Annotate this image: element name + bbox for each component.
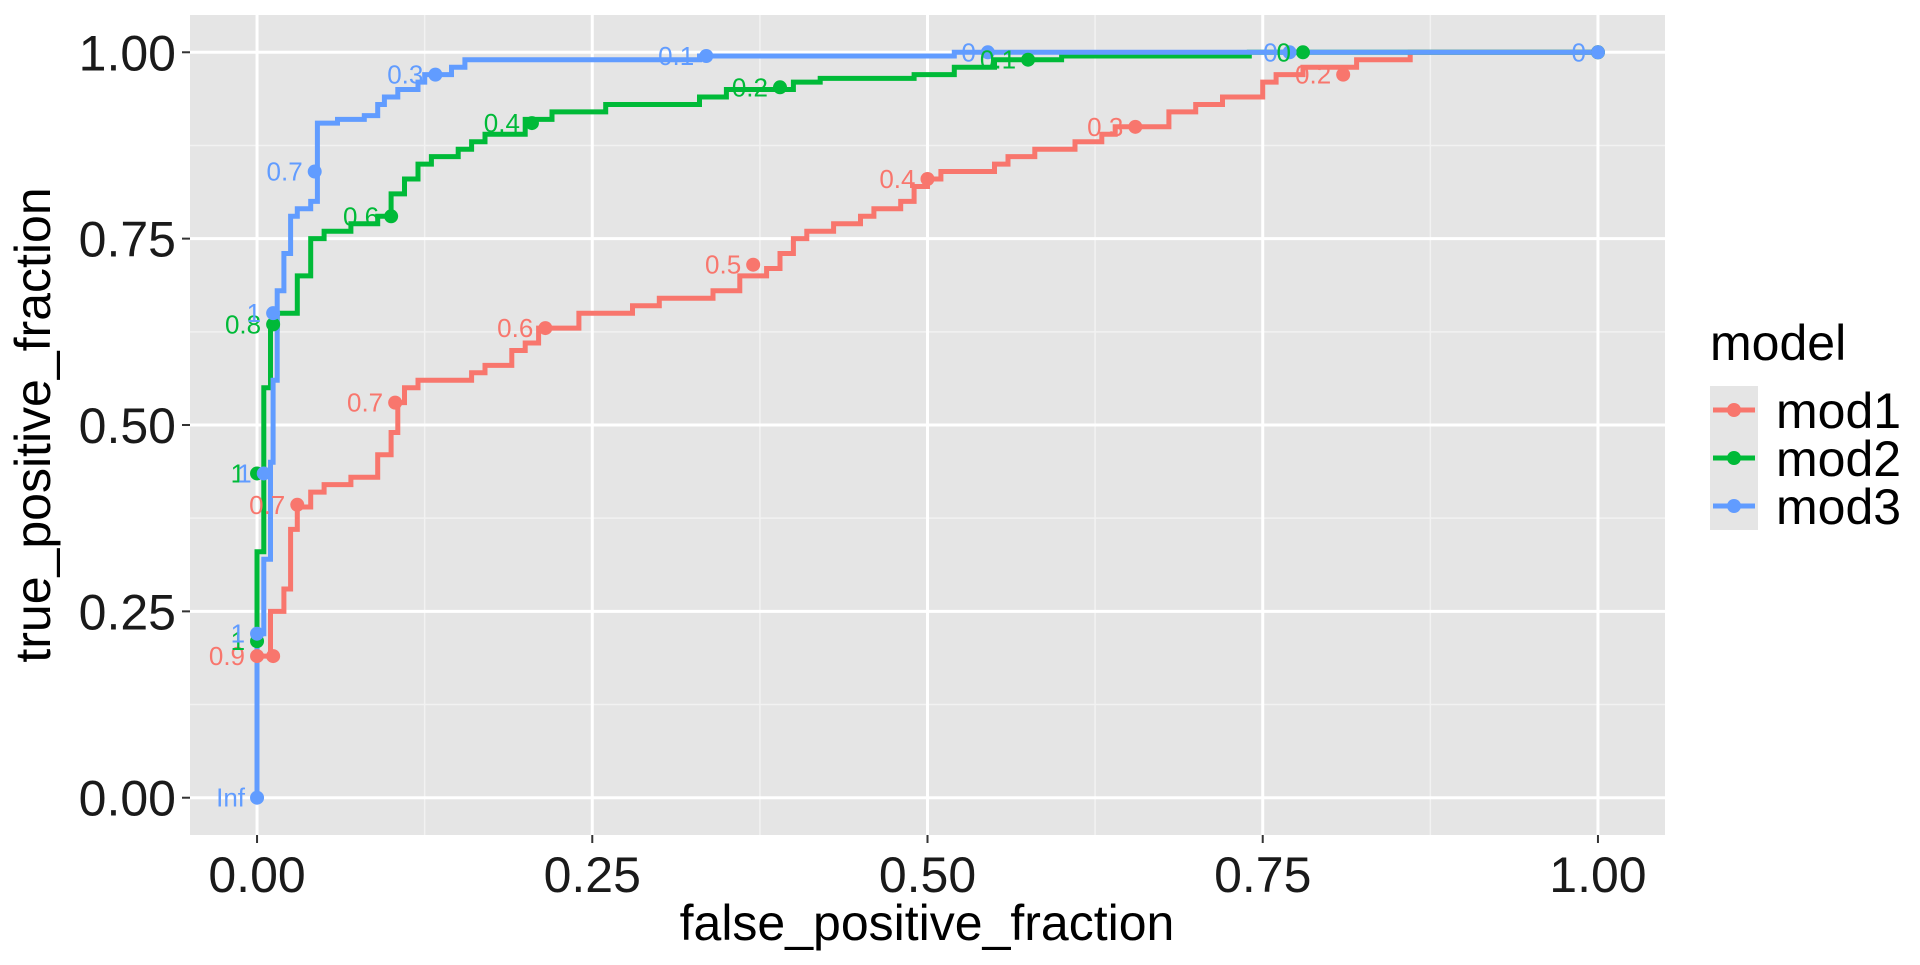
marker-mod1 (920, 172, 935, 186)
threshold-label-mod1: 0.3 (1087, 112, 1123, 142)
marker-mod3 (1282, 45, 1297, 60)
marker-mod2 (1021, 52, 1036, 67)
threshold-label-mod2: 0 (1276, 37, 1290, 67)
grid-major (190, 15, 1665, 835)
threshold-label-mod1: 0.7 (347, 388, 383, 418)
threshold-label-mod2: 0.1 (980, 45, 1016, 75)
marker-mod3 (256, 466, 271, 481)
threshold-label-mod2: 0.8 (225, 309, 261, 339)
threshold-label-mod3: 0.1 (658, 41, 694, 71)
series-line-mod1 (254, 49, 1598, 798)
legend-label-mod3: mod3 (1776, 479, 1901, 535)
y-tick-label: 0.50 (79, 398, 176, 454)
threshold-label-mod3: 0 (1263, 37, 1277, 67)
marker-mod1 (538, 321, 553, 336)
y-tick-label: 0.00 (79, 771, 176, 827)
threshold-label-mod3: 0 (1571, 37, 1585, 67)
y-tick-label: 1.00 (79, 25, 176, 81)
marker-mod1 (1128, 119, 1143, 134)
threshold-label-mod1: 0.6 (497, 313, 533, 343)
legend-key-point (1727, 403, 1741, 417)
marker-mod3 (699, 49, 714, 63)
x-tick-label: 0.25 (544, 847, 641, 903)
threshold-label-mod1: 0.4 (879, 164, 915, 194)
y-axis: 0.00 0.25 0.50 0.75 1.00 (79, 25, 190, 827)
marker-mod3 (307, 164, 322, 179)
series-lines (254, 49, 1598, 798)
marker-mod1 (250, 649, 265, 664)
x-tick-label: 0.75 (1214, 847, 1311, 903)
threshold-label-mod3: 0 (961, 37, 975, 67)
legend-key-point (1727, 451, 1741, 465)
marker-mod2 (266, 317, 281, 332)
marker-mod1 (388, 395, 403, 410)
x-tick-label: 1.00 (1549, 847, 1646, 903)
marker-mod1 (290, 497, 305, 512)
marker-mod2 (524, 116, 539, 131)
marker-mod3 (266, 306, 281, 321)
legend-key-point (1727, 499, 1741, 513)
marker-mod3 (250, 626, 265, 641)
y-axis-title: true_positive_fraction (5, 187, 61, 662)
y-tick-label: 0.75 (79, 212, 176, 268)
point-labels: 0.90.70.70.60.50.40.30.2110.80.60.40.20.… (209, 37, 1586, 812)
series-line-mod3 (254, 49, 1598, 798)
marker-mod2 (384, 209, 399, 224)
threshold-label-mod1: 0.9 (209, 641, 245, 671)
threshold-label-mod2: 0.4 (484, 108, 520, 138)
threshold-label-mod2: 0.6 (343, 201, 379, 231)
marker-mod1 (266, 649, 281, 664)
threshold-label-mod3: 0.7 (267, 157, 303, 187)
marker-mod3 (250, 790, 265, 805)
marker-mod3 (1590, 45, 1605, 60)
legend-label-mod1: mod1 (1776, 383, 1901, 439)
threshold-label-mod3: 1 (231, 619, 245, 649)
series-line-mod2 (254, 49, 1598, 798)
marker-mod1 (746, 257, 761, 272)
threshold-label-mod1: 0.5 (705, 250, 741, 280)
x-axis: 0.00 0.25 0.50 0.75 1.00 (208, 835, 1647, 903)
legend-label-mod2: mod2 (1776, 431, 1901, 487)
x-axis-title: false_positive_fraction (680, 895, 1175, 951)
x-tick-label: 0.50 (879, 847, 976, 903)
threshold-label-mod3: Inf (216, 783, 246, 813)
marker-mod2 (1295, 45, 1310, 60)
marker-mod2 (773, 80, 787, 95)
series-markers (250, 45, 1605, 805)
threshold-label-mod2: 0.2 (732, 72, 768, 102)
marker-mod1 (1336, 67, 1351, 82)
threshold-label-mod3: 1 (247, 298, 261, 328)
threshold-label-mod2: 1 (231, 626, 245, 656)
threshold-label-mod3: 1 (237, 458, 251, 488)
threshold-label-mod1: 0.2 (1295, 60, 1331, 90)
threshold-label-mod2: 1 (231, 458, 245, 488)
legend-title: model (1710, 315, 1846, 371)
y-tick-label: 0.25 (79, 584, 176, 640)
threshold-label-mod3: 0.3 (387, 60, 423, 90)
threshold-label-mod1: 0.7 (249, 490, 285, 520)
marker-mod3 (428, 67, 443, 82)
x-tick-label: 0.00 (208, 847, 305, 903)
marker-mod3 (980, 45, 995, 60)
